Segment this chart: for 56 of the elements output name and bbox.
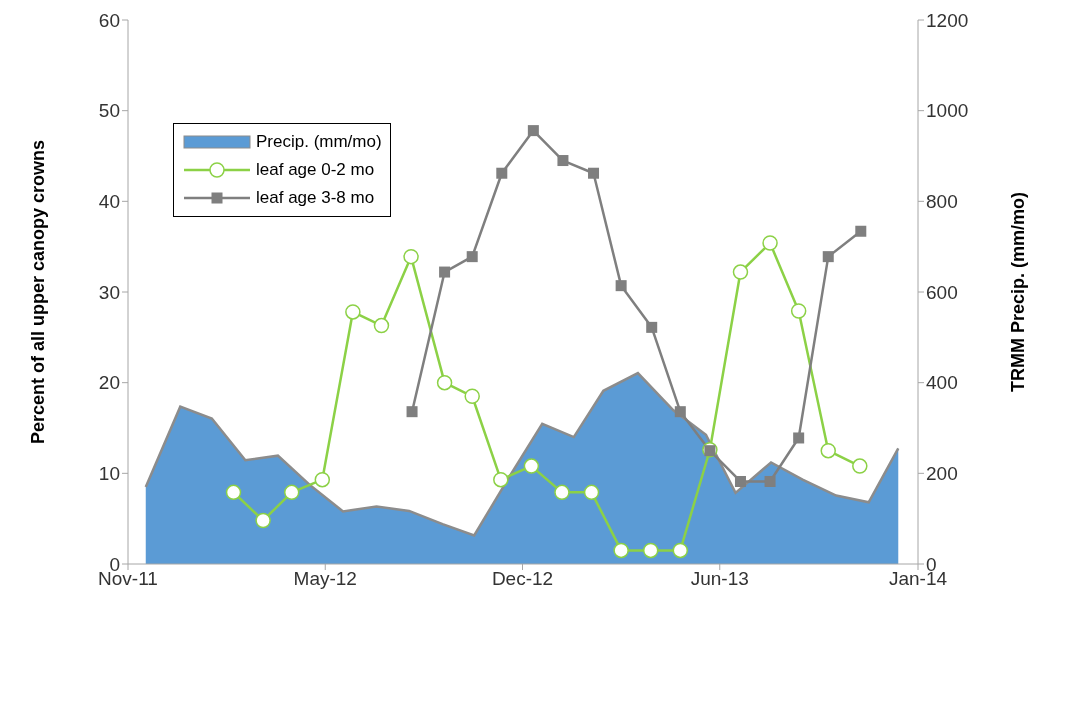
legend-label: leaf age 0-2 mo bbox=[256, 160, 375, 180]
point bbox=[554, 484, 570, 501]
y2-axis-title: TRMM Precip. (mm/mo) bbox=[1008, 191, 1029, 393]
legend-label: Precip. (mm/mo) bbox=[256, 132, 382, 152]
point bbox=[496, 167, 508, 179]
point bbox=[439, 266, 451, 278]
point bbox=[642, 542, 659, 559]
y-axis-title: Percent of all upper canopy crowns bbox=[28, 139, 49, 445]
y-tick-label: 10 bbox=[98, 463, 120, 485]
point bbox=[852, 458, 868, 474]
point bbox=[255, 512, 271, 529]
y2-tick-label: 600 bbox=[926, 281, 958, 303]
point bbox=[734, 475, 746, 487]
point bbox=[790, 303, 807, 319]
point bbox=[466, 251, 478, 263]
point bbox=[225, 484, 242, 501]
y2-tick-label: 400 bbox=[926, 372, 958, 394]
point bbox=[646, 321, 658, 333]
point bbox=[493, 471, 509, 488]
point bbox=[523, 458, 540, 474]
point bbox=[615, 280, 627, 292]
point bbox=[403, 248, 419, 265]
point bbox=[464, 388, 480, 405]
y2-tick-label: 200 bbox=[926, 463, 958, 485]
point bbox=[373, 317, 390, 334]
point bbox=[764, 475, 776, 487]
y-tick-label: 30 bbox=[98, 281, 120, 303]
point bbox=[820, 442, 836, 459]
y2-tick-label: 1000 bbox=[926, 100, 969, 122]
y-tick-label: 60 bbox=[98, 9, 120, 31]
point bbox=[314, 471, 331, 488]
y-tick-label: 50 bbox=[98, 100, 120, 122]
point bbox=[855, 225, 867, 237]
point bbox=[436, 374, 453, 391]
point bbox=[588, 167, 600, 179]
point bbox=[283, 484, 300, 501]
y2-tick-label: 1200 bbox=[926, 9, 969, 31]
point bbox=[583, 484, 600, 501]
legend-label: leaf age 3-8 mo bbox=[256, 188, 375, 208]
y-tick-label: 40 bbox=[98, 191, 120, 213]
point bbox=[762, 235, 778, 251]
point bbox=[793, 432, 805, 444]
point bbox=[345, 304, 361, 320]
x-tick-label: Dec-12 bbox=[491, 568, 554, 590]
x-tick-label: Jun-13 bbox=[690, 568, 749, 590]
point bbox=[672, 542, 689, 559]
x-tick-label: May-12 bbox=[293, 568, 357, 590]
point bbox=[674, 406, 686, 418]
point bbox=[613, 542, 629, 559]
point bbox=[732, 264, 749, 280]
y2-tick-label: 800 bbox=[926, 191, 958, 213]
point bbox=[557, 155, 569, 167]
point bbox=[527, 125, 539, 137]
y-tick-label: 20 bbox=[98, 372, 120, 394]
point bbox=[822, 251, 834, 263]
point bbox=[406, 406, 418, 418]
